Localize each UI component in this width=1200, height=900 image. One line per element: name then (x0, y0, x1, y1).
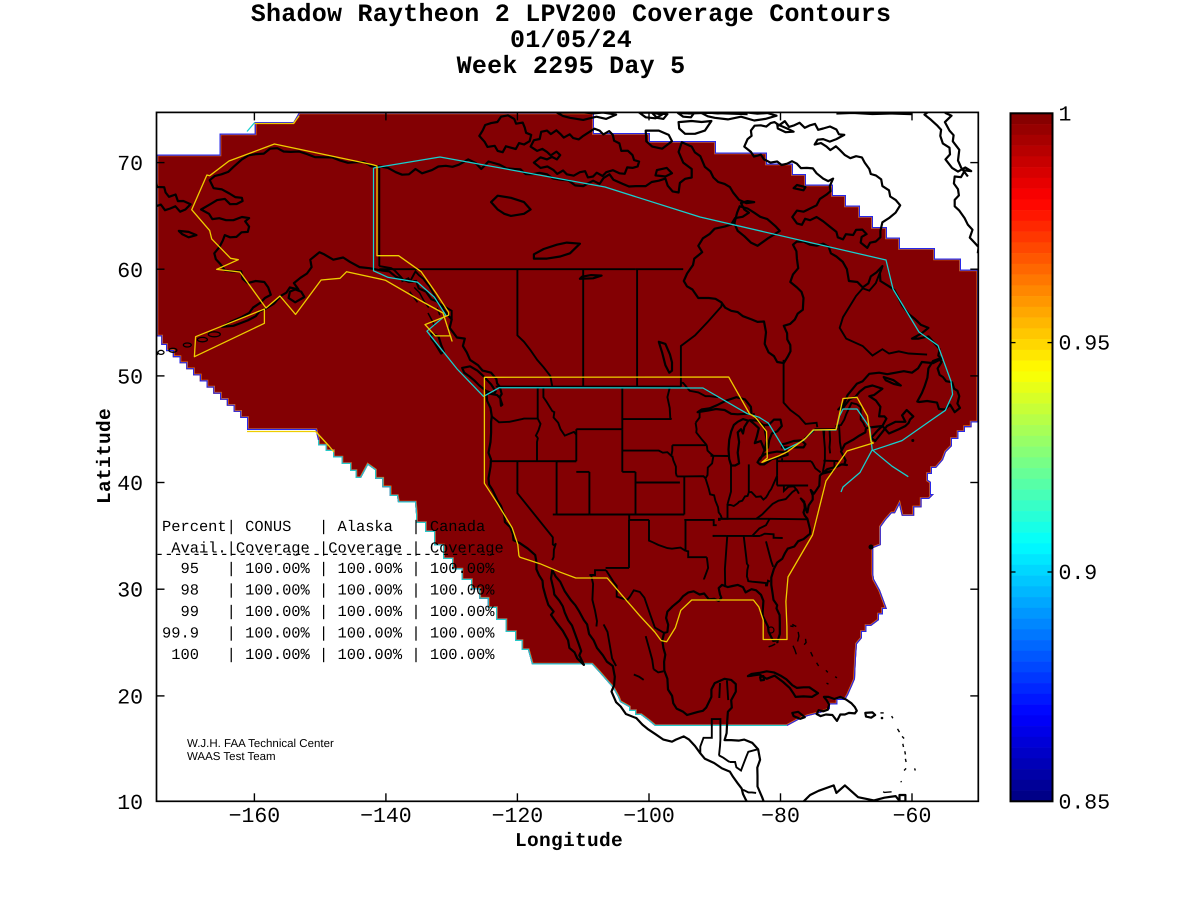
svg-text:Latitude: Latitude (94, 408, 116, 504)
svg-text:Week 2295 Day 5: Week 2295 Day 5 (457, 52, 686, 81)
svg-text:40: 40 (117, 473, 143, 497)
svg-text:W.J.H. FAA Technical Center: W.J.H. FAA Technical Center (187, 738, 334, 750)
svg-text:20: 20 (117, 686, 143, 710)
svg-text:50: 50 (117, 366, 143, 390)
svg-text:99.9 | 100.00% | 100.00% | 1: 99.9 | 100.00% | 100.00% | 100.00% (162, 625, 495, 643)
svg-text:99 | 100.00% | 100.00% | 100: 99 | 100.00% | 100.00% | 100.00% (162, 603, 495, 621)
svg-text:10: 10 (117, 792, 143, 816)
svg-text:−60: −60 (893, 805, 932, 829)
svg-text:01/05/24: 01/05/24 (510, 26, 632, 55)
svg-text:Longitude: Longitude (515, 830, 623, 852)
svg-text:0.95: 0.95 (1059, 333, 1111, 357)
svg-text:------------------------------: ------------------------------------- (155, 546, 497, 564)
svg-text:0.9: 0.9 (1059, 562, 1098, 586)
svg-text:Percent| CONUS | Alaska | C: Percent| CONUS | Alaska | Canada (162, 518, 485, 536)
svg-text:−160: −160 (229, 805, 281, 829)
svg-text:0.85: 0.85 (1059, 791, 1111, 815)
svg-text:−120: −120 (492, 805, 544, 829)
svg-text:WAAS Test Team: WAAS Test Team (187, 751, 276, 763)
svg-text:60: 60 (117, 260, 143, 284)
svg-text:Avail.|Coverage |Coverage | Co: Avail.|Coverage |Coverage | Coverage (162, 540, 504, 558)
svg-text:Shadow Raytheon 2 LPV200 Cover: Shadow Raytheon 2 LPV200 Coverage Contou… (251, 0, 892, 29)
svg-text:−80: −80 (761, 805, 800, 829)
svg-text:30: 30 (117, 580, 143, 604)
svg-text:−100: −100 (623, 805, 675, 829)
svg-text:95 | 100.00% | 100.00% | 100: 95 | 100.00% | 100.00% | 100.00% (162, 560, 495, 578)
svg-text:98 | 100.00% | 100.00% | 100: 98 | 100.00% | 100.00% | 100.00% (162, 582, 495, 600)
svg-text:100 | 100.00% | 100.00% | 10: 100 | 100.00% | 100.00% | 100.00% (162, 646, 495, 664)
svg-text:−140: −140 (360, 805, 412, 829)
svg-text:1: 1 (1059, 103, 1072, 127)
svg-text:70: 70 (117, 153, 143, 177)
